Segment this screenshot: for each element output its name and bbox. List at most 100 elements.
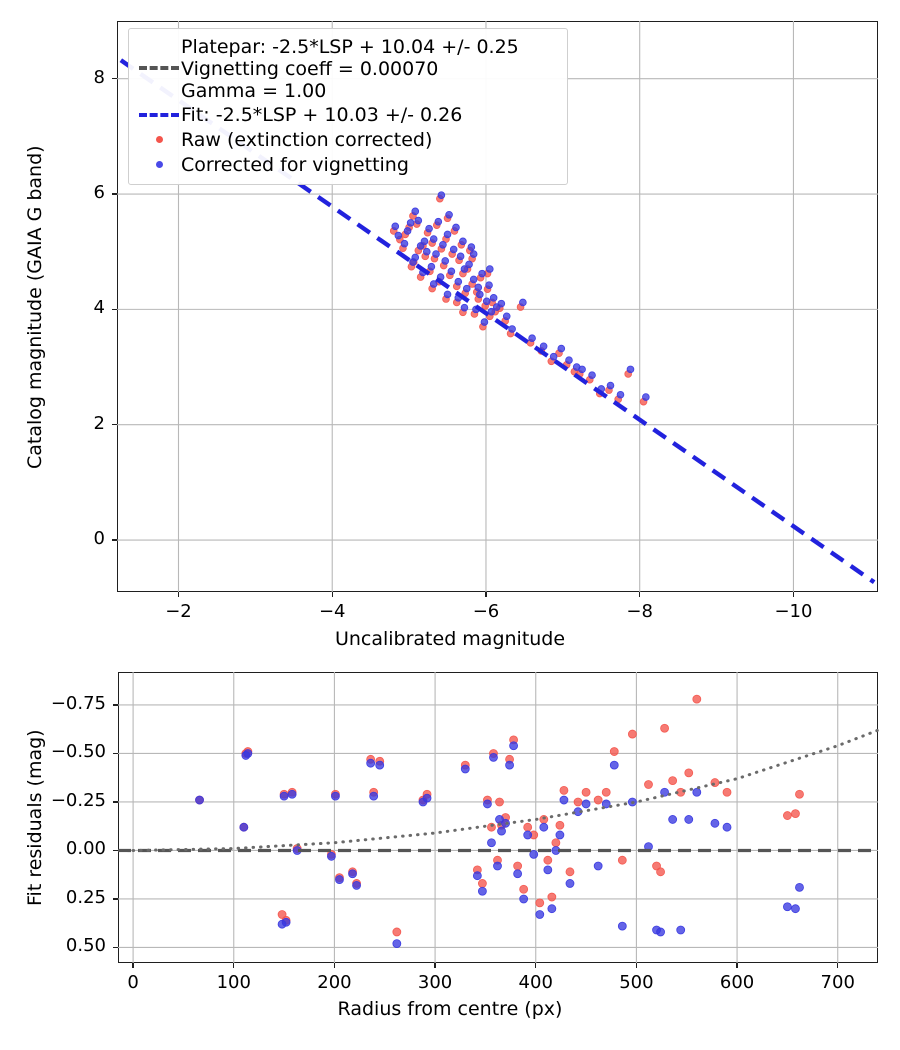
data-point	[469, 250, 478, 258]
data-point	[627, 729, 637, 739]
data-point	[485, 281, 493, 289]
data-point	[391, 222, 400, 231]
ytick-label: 0.00	[65, 838, 106, 860]
data-point	[513, 861, 523, 871]
data-point	[478, 269, 486, 278]
bottom-xaxis-label: Radius from centre (px)	[337, 998, 563, 1020]
data-point	[456, 252, 465, 261]
xtick-mark	[736, 963, 738, 968]
data-point	[601, 799, 611, 809]
top-xaxis-label: Uncalibrated magnitude	[334, 628, 566, 650]
data-point	[476, 290, 484, 299]
data-point	[497, 826, 506, 836]
data-point	[462, 284, 471, 293]
ytick-label: −0.75	[50, 692, 106, 714]
xtick-mark	[177, 592, 180, 597]
data-point	[606, 381, 615, 390]
data-point	[459, 237, 467, 246]
ytick-label: 2	[93, 412, 105, 434]
data-point	[400, 239, 409, 248]
ytick-mark	[113, 801, 118, 803]
data-point	[616, 390, 625, 399]
data-point	[429, 280, 438, 288]
data-point	[543, 865, 553, 875]
xtick-label: 700	[820, 972, 855, 993]
ytick-label: 4	[93, 297, 105, 319]
data-point	[369, 791, 379, 801]
data-point	[684, 815, 694, 824]
data-point	[331, 791, 340, 801]
xtick-label: 400	[518, 972, 553, 993]
data-point	[588, 371, 596, 379]
data-point	[465, 260, 473, 269]
data-point	[392, 939, 402, 948]
ytick-mark	[112, 193, 117, 195]
data-point	[656, 867, 665, 877]
data-point	[483, 799, 492, 809]
data-point	[617, 855, 627, 865]
ytick-label: 0.25	[65, 886, 106, 908]
data-point	[692, 787, 702, 797]
data-point	[722, 822, 732, 832]
data-point	[195, 795, 204, 805]
series-corrected	[195, 741, 804, 948]
data-point	[239, 822, 249, 832]
reference-lines	[118, 728, 880, 853]
xtick-mark	[434, 963, 436, 968]
ytick-mark	[112, 308, 117, 311]
data-point	[474, 283, 483, 292]
ytick-mark	[113, 946, 118, 949]
data-point	[489, 294, 498, 302]
data-point	[420, 237, 429, 246]
data-point	[578, 365, 586, 374]
data-point	[392, 927, 402, 937]
data-point	[617, 921, 627, 931]
data-point	[502, 312, 511, 321]
dashed-line-gray-icon	[137, 58, 181, 78]
data-point	[243, 749, 253, 758]
legend: Platepar: -2.5*LSP + 10.04 +/- 0.25 Vign…	[128, 28, 568, 186]
data-point	[411, 207, 420, 216]
data-point	[497, 299, 506, 308]
data-point	[543, 855, 553, 865]
legend-item-fit: Fit: -2.5*LSP + 10.03 +/- 0.26	[137, 102, 557, 127]
xtick-mark	[233, 963, 235, 968]
data-point	[493, 861, 502, 871]
data-point	[523, 822, 533, 832]
data-point	[454, 277, 463, 286]
data-point	[581, 787, 591, 797]
data-point	[445, 210, 453, 219]
data-point	[710, 818, 720, 828]
data-point	[555, 830, 565, 840]
dashed-line-blue-icon	[137, 105, 181, 125]
data-point	[406, 219, 415, 227]
data-point	[547, 892, 557, 902]
data-point	[539, 342, 548, 351]
data-point	[375, 760, 385, 770]
data-point	[559, 785, 569, 795]
data-point	[509, 741, 519, 751]
xtick-mark	[535, 963, 537, 968]
data-point	[535, 898, 545, 908]
xtick-label: 500	[619, 972, 654, 993]
data-point	[495, 797, 504, 807]
xtick-label: −10	[774, 601, 813, 622]
data-point	[795, 882, 804, 892]
data-point	[656, 927, 665, 937]
data-point	[791, 904, 800, 914]
data-point	[489, 752, 498, 762]
ytick-label: 6	[93, 182, 105, 204]
data-point	[593, 861, 603, 871]
ytick-label: 0	[93, 528, 105, 550]
legend-item-corrected: Corrected for vignetting	[137, 152, 557, 177]
data-point	[565, 356, 573, 364]
data-point	[327, 851, 336, 861]
data-point	[452, 223, 460, 232]
data-point	[467, 243, 476, 251]
data-point	[539, 822, 549, 832]
xtick-mark	[635, 963, 638, 968]
data-point	[403, 227, 412, 235]
data-point	[609, 747, 619, 756]
data-point	[668, 815, 678, 824]
data-point	[443, 230, 452, 239]
